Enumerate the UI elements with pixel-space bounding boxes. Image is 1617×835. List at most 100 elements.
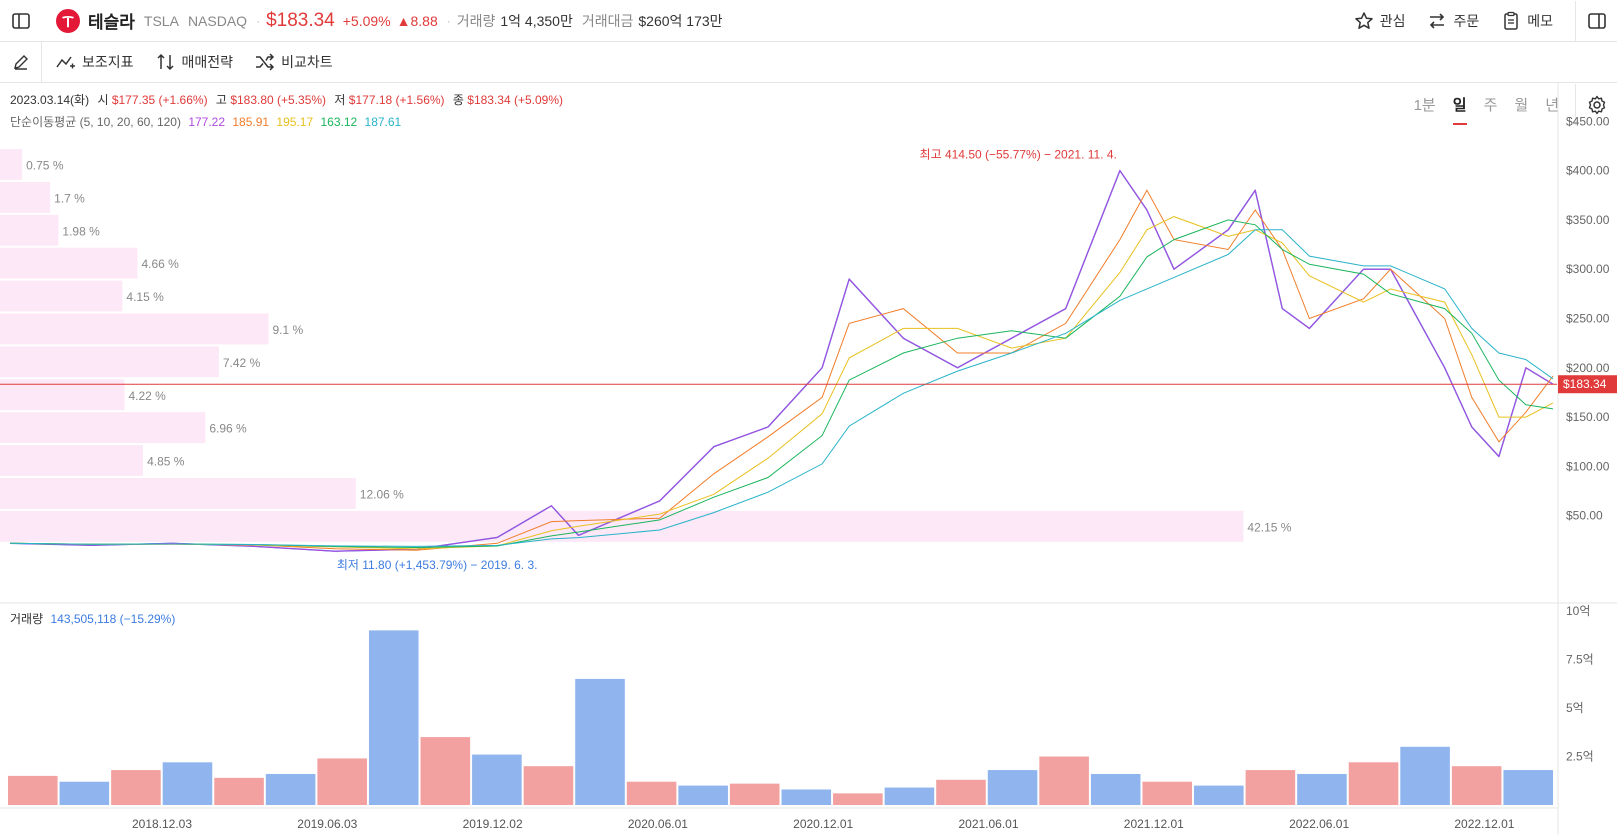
right-panel-toggle-icon[interactable] — [1575, 0, 1617, 42]
star-icon — [1354, 12, 1373, 29]
open-value: $177.35 (+1.66%) — [111, 93, 208, 107]
ticker: TSLA — [143, 12, 179, 29]
y-tick-label: $50.00 — [1566, 509, 1603, 523]
indicators-label: 보조지표 — [82, 54, 134, 70]
order-button[interactable]: 주문 — [1427, 11, 1479, 31]
volume-bar — [678, 785, 728, 805]
close-label: 종 — [452, 93, 464, 107]
ma10-value: 185.91 — [232, 115, 270, 129]
volume-profile-label: 42.15 % — [1247, 520, 1291, 534]
compare-label: 비교차트 — [281, 54, 333, 70]
volume-info: 거래량 143,505,118 (−15.29%) — [10, 610, 175, 627]
volume-bar — [936, 779, 986, 805]
moving-average-line — [9, 229, 1554, 547]
strategy-icon — [157, 53, 174, 71]
high-value: $183.80 (+5.35%) — [230, 93, 327, 107]
amount-value: $260억 173만 — [638, 12, 723, 29]
x-tick-label: 2022.12.01 — [1454, 817, 1514, 831]
y-tick-label: $150.00 — [1566, 410, 1610, 424]
volume-profile-label: 4.22 % — [128, 389, 166, 403]
swap-arrows-icon — [1430, 13, 1445, 29]
y-tick-label: $400.00 — [1566, 164, 1610, 178]
period-week[interactable]: 주 — [1483, 97, 1498, 114]
volume-bar — [368, 630, 419, 805]
volume-profile-bar — [0, 181, 51, 213]
volume-bar — [8, 775, 58, 805]
volume-info-label: 거래량 — [10, 612, 44, 626]
pencil-icon[interactable] — [0, 41, 42, 83]
period-day[interactable]: 일 — [1452, 94, 1467, 125]
volume-y-tick-label: 10억 — [1566, 604, 1590, 618]
ohlc-info: 2023.03.14(화) 시 $177.35 (+1.66%) 고 $183.… — [10, 91, 563, 108]
volume-profile-label: 7.42 % — [223, 356, 261, 370]
y-tick-label: $450.00 — [1566, 114, 1610, 128]
volume-profile-label: 4.85 % — [147, 455, 185, 469]
compare-button[interactable]: 비교차트 — [255, 52, 333, 72]
info-date: 2023.03.14(화) — [10, 93, 90, 107]
volume-bar — [162, 762, 213, 805]
high-label: 고 — [215, 93, 227, 107]
watch-button[interactable]: 관심 — [1354, 11, 1405, 31]
moving-average-line — [9, 219, 1554, 549]
sidebar-toggle-icon[interactable] — [0, 0, 42, 41]
volume-profile-bar — [0, 346, 219, 378]
period-month[interactable]: 월 — [1514, 97, 1529, 114]
top-header: 테슬라 TSLA NASDAQ · $183.34 +5.09% ▲8.88 ·… — [0, 0, 1617, 42]
period-year[interactable]: 년 — [1545, 97, 1559, 114]
volume-profile-bar — [0, 412, 206, 444]
x-tick-label: 2021.12.01 — [1124, 817, 1184, 831]
volume-bar — [1451, 766, 1502, 805]
volume-profile-label: 4.15 % — [126, 290, 164, 304]
exchange: NASDAQ — [187, 12, 248, 29]
volume-bar — [833, 793, 883, 805]
volume-info-value: 143,505,118 (−15.29%) — [50, 612, 176, 626]
volume-profile-label: 9.1 % — [272, 323, 303, 337]
volume-value: 1억 4,350만 — [500, 12, 573, 29]
order-label: 주문 — [1453, 13, 1480, 29]
price-chart[interactable]: 0.75 % 1.7 % 1.98 % 4.66 % 4.15 % 9.1 % 7.42 %… — [0, 83, 1617, 835]
ma-info: 단순이동평균 (5, 10, 20, 60, 120) 177.22 185.9… — [10, 113, 401, 130]
volume-bar — [884, 787, 935, 805]
memo-button[interactable]: 메모 — [1501, 11, 1553, 31]
gear-icon[interactable] — [1575, 84, 1617, 125]
volume-profile-label: 6.96 % — [209, 422, 247, 436]
low-label: 저 — [334, 93, 346, 107]
volume-bar — [317, 758, 367, 805]
low-annotation: 최저 11.80 (+1,453.79%) − 2019. 6. 3. — [337, 558, 538, 572]
indicator-icon — [56, 56, 75, 69]
volume-profile-label: 12.06 % — [360, 487, 404, 501]
volume-bar — [214, 777, 264, 805]
volume-profile-bar — [0, 478, 356, 509]
volume-profile-label: 0.75 % — [26, 158, 64, 172]
volume-bar — [111, 770, 161, 805]
tesla-logo-icon — [56, 8, 80, 33]
current-price-label: $183.34 — [1563, 377, 1607, 391]
amount-label: 거래대금 — [581, 12, 634, 29]
period-1min[interactable]: 1분 — [1413, 97, 1436, 114]
strategy-button[interactable]: 매매전략 — [156, 52, 234, 72]
volume-profile-bar — [0, 280, 123, 312]
volume-bar — [472, 754, 522, 805]
close-value: $183.34 (+5.09%) — [467, 93, 564, 107]
volume-bar — [575, 678, 625, 805]
y-tick-label: $100.00 — [1566, 459, 1610, 473]
volume-bar — [1348, 762, 1399, 805]
volume-profile-bar — [0, 149, 23, 180]
indicators-button[interactable]: 보조지표 — [56, 52, 134, 72]
moving-average-line — [9, 189, 1554, 551]
volume-bar — [1297, 773, 1347, 805]
strategy-label: 매매전략 — [181, 54, 234, 70]
open-label: 시 — [97, 93, 109, 107]
volume-bar — [1194, 785, 1244, 805]
current-price-tag — [1558, 375, 1617, 394]
shuffle-icon — [256, 53, 275, 71]
header-actions: 관심 주문 메모 — [1354, 0, 1617, 42]
period-selector: 1분 일 주 월 년 — [1397, 84, 1559, 125]
x-tick-label: 2022.06.01 — [1289, 817, 1349, 831]
volume-label: 거래량 — [456, 12, 496, 29]
chart-toolbar: 보조지표 매매전략 비교차트 1분 일 주 월 년 — [0, 41, 1617, 125]
y-tick-label: $200.00 — [1566, 361, 1610, 375]
volume-bar — [59, 781, 110, 805]
clipboard-icon — [1504, 11, 1518, 30]
volume-bar — [420, 737, 471, 805]
